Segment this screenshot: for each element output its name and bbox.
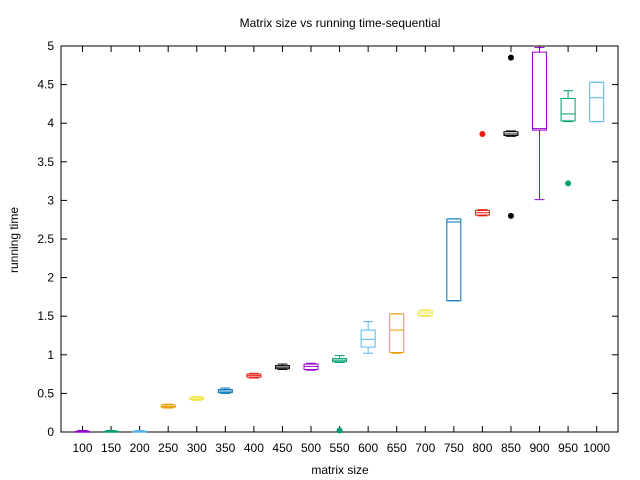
x-tick-label: 900 — [530, 441, 550, 455]
box-800 — [474, 131, 490, 217]
x-tick-label: 550 — [330, 441, 350, 455]
box-iqr — [360, 329, 376, 348]
y-tick-label: 1.5 — [37, 309, 54, 323]
y-tick-label: 2.5 — [37, 232, 54, 246]
box-350 — [217, 387, 233, 394]
x-tick-label: 250 — [158, 441, 178, 455]
box-850 — [503, 54, 519, 219]
box-950 — [560, 90, 576, 187]
x-tick-label: 850 — [501, 441, 521, 455]
outlier-point — [565, 180, 572, 187]
box-200 — [132, 429, 148, 433]
y-tick-label: 2 — [47, 271, 54, 285]
box-100 — [75, 429, 90, 433]
box-iqr — [532, 51, 548, 131]
outlier-point — [507, 212, 514, 219]
box-300 — [189, 395, 205, 401]
y-tick-label: 5 — [47, 39, 54, 53]
x-tick-label: 350 — [215, 441, 235, 455]
box-550 — [332, 355, 348, 434]
box-iqr — [446, 218, 462, 302]
x-tick-label: 200 — [130, 441, 150, 455]
x-tick-label: 800 — [472, 441, 492, 455]
outlier-point — [507, 54, 514, 61]
box-900 — [532, 47, 548, 201]
outlier-point — [336, 427, 343, 434]
box-700 — [417, 309, 433, 317]
x-tick-label: 450 — [272, 441, 292, 455]
x-tick-label: 100 — [72, 441, 92, 455]
y-tick-label: 3 — [47, 193, 54, 207]
x-tick-label: 600 — [358, 441, 378, 455]
x-tick-label: 650 — [387, 441, 407, 455]
box-650 — [389, 313, 405, 354]
y-tick-label: 1 — [47, 348, 54, 362]
box-1000 — [589, 81, 605, 123]
box-iqr — [389, 313, 405, 353]
y-tick-label: 3.5 — [37, 155, 54, 169]
box-450 — [274, 363, 290, 370]
x-tick-label: 1000 — [583, 441, 610, 455]
box-250 — [160, 403, 176, 409]
x-tick-label: 700 — [415, 441, 435, 455]
box-500 — [303, 362, 319, 371]
x-tick-label: 750 — [444, 441, 464, 455]
y-tick-label: 4 — [47, 116, 54, 130]
plot-frame — [60, 45, 619, 433]
chart-title: Matrix size vs running time-sequential — [240, 16, 441, 30]
outlier-point — [479, 131, 486, 138]
x-tick-label: 300 — [187, 441, 207, 455]
box-400 — [246, 372, 262, 379]
x-tick-label: 950 — [558, 441, 578, 455]
box-iqr — [560, 97, 576, 122]
y-tick-label: 0.5 — [37, 386, 54, 400]
x-tick-label: 150 — [101, 441, 121, 455]
x-tick-label: 500 — [301, 441, 321, 455]
y-axis-label: running time — [7, 207, 21, 273]
y-axis: 0 0.5 1 1.5 2 2.5 3 3.5 4 4.5 5 — [37, 39, 618, 439]
x-axis: 100 150 200 250 300 350 400 450 500 550 600 650 700 7… — [72, 46, 610, 455]
box-600 — [360, 321, 376, 354]
box-150 — [103, 429, 119, 433]
y-tick-label: 0 — [47, 425, 54, 439]
y-tick-label: 4.5 — [37, 78, 54, 92]
box-750 — [446, 218, 462, 302]
x-tick-label: 400 — [244, 441, 264, 455]
x-axis-label: matrix size — [311, 463, 369, 477]
box-iqr — [589, 81, 605, 123]
box-series — [75, 47, 605, 434]
